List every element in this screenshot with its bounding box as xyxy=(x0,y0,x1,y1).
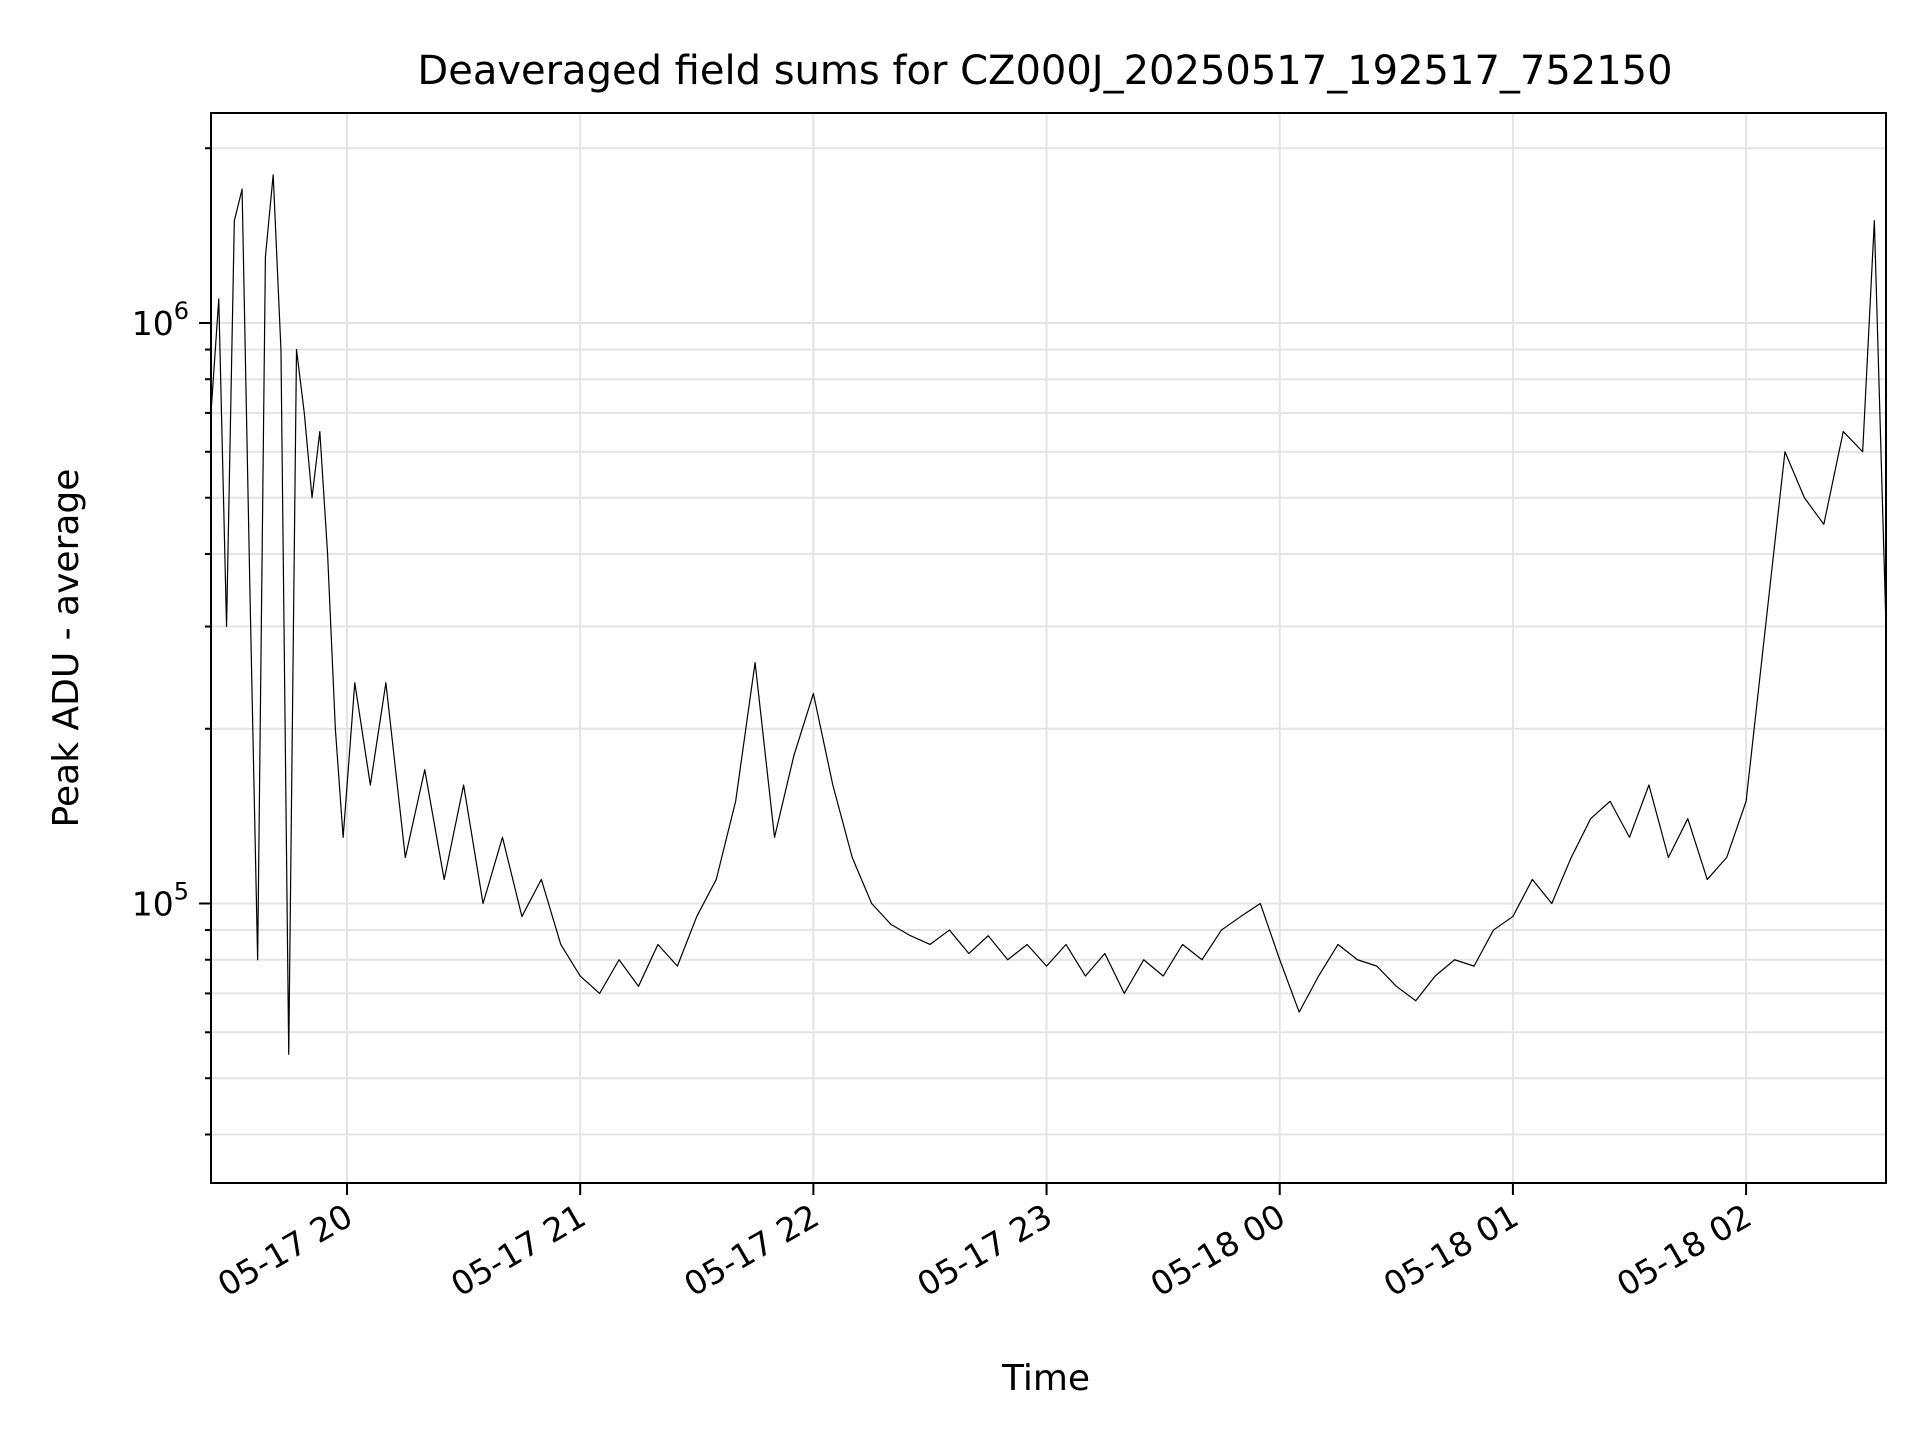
x-tick-label: 05-17 20 xyxy=(211,1196,359,1304)
y-tick-label-exponent: 5 xyxy=(174,877,189,905)
x-tick-label: 05-17 23 xyxy=(911,1196,1059,1304)
x-tick-label: 05-17 22 xyxy=(677,1196,825,1304)
plot-frame xyxy=(210,112,1887,1184)
y-axis-label: Peak ADU - average xyxy=(46,469,87,828)
x-tick-label: 05-18 02 xyxy=(1610,1196,1758,1304)
y-tick-label-base: 10 xyxy=(132,884,174,923)
y-tick-label-base: 10 xyxy=(132,304,174,343)
x-tick-label: 05-18 00 xyxy=(1144,1196,1292,1304)
y-tick-label: 105 xyxy=(132,877,189,923)
x-tick-label: 05-18 01 xyxy=(1377,1196,1525,1304)
series-layer xyxy=(210,174,1887,1055)
x-tick-label: 05-17 21 xyxy=(444,1196,592,1304)
y-tick-label-exponent: 6 xyxy=(174,297,189,325)
grid xyxy=(211,113,1886,1183)
chart-title: Deaveraged field sums for CZ000J_2025051… xyxy=(417,48,1672,94)
series-line xyxy=(210,174,1887,1055)
x-axis: 05-17 20 05-17 21 05-17 22 05-17 23 05-18 00… xyxy=(211,1183,1758,1304)
y-tick-label: 106 xyxy=(132,297,189,343)
x-axis-label: Time xyxy=(1001,1358,1090,1399)
